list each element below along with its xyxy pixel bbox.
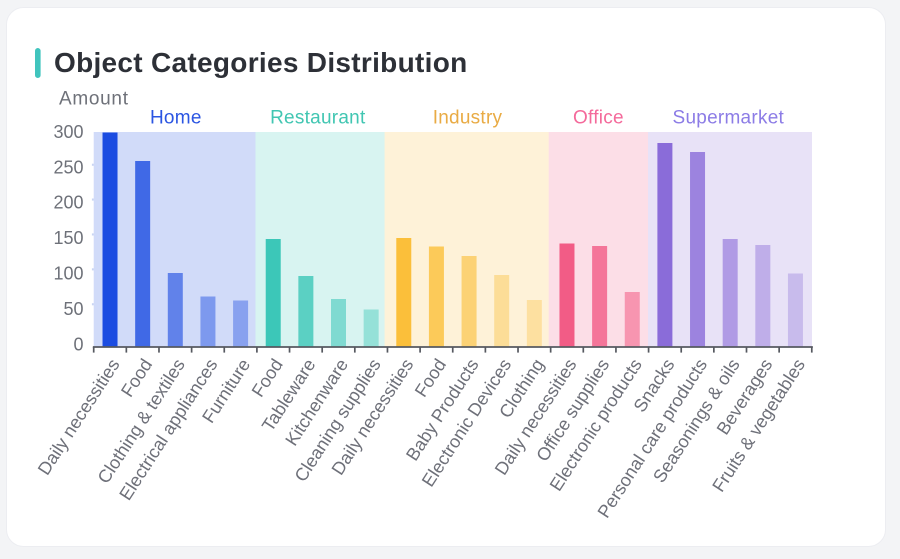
svg-text:Amount: Amount: [59, 89, 129, 110]
svg-text:300: 300: [53, 122, 83, 142]
svg-text:Office: Office: [573, 108, 624, 129]
svg-text:Object Categories Distribution: Object Categories Distribution: [54, 47, 468, 78]
svg-text:Supermarket: Supermarket: [673, 108, 785, 129]
svg-text:150: 150: [53, 228, 83, 248]
svg-text:250: 250: [53, 157, 83, 177]
svg-text:100: 100: [53, 264, 83, 284]
svg-text:Industry: Industry: [433, 108, 503, 129]
svg-text:Restaurant: Restaurant: [270, 108, 366, 129]
svg-text:50: 50: [63, 299, 83, 319]
svg-text:200: 200: [53, 193, 83, 213]
svg-text:0: 0: [73, 334, 83, 354]
svg-text:Home: Home: [150, 108, 202, 129]
